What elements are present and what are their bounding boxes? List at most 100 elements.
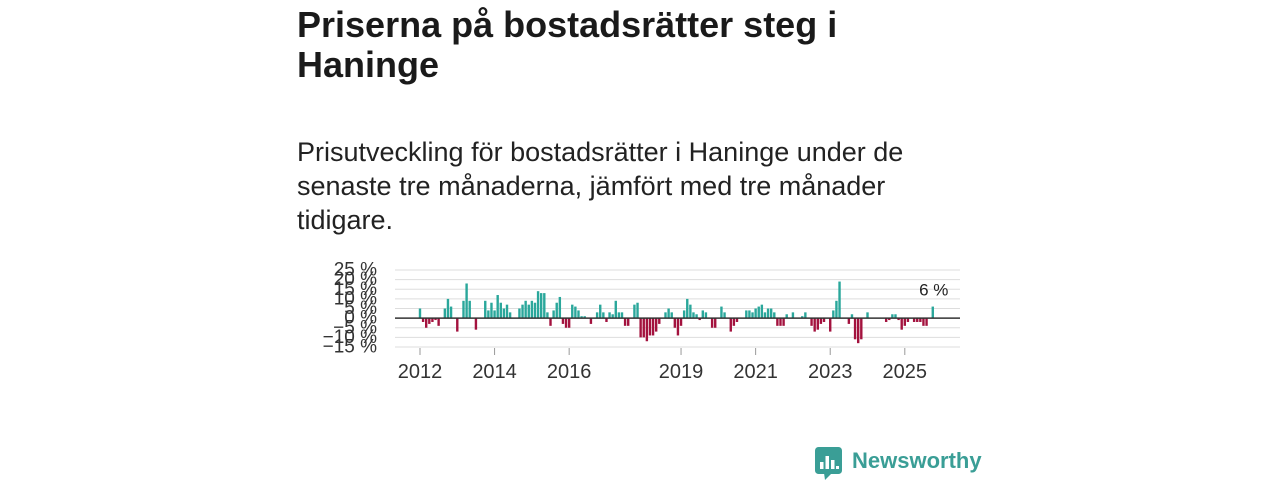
bar-positive: [791, 312, 795, 319]
bar-positive: [617, 312, 621, 319]
bar-negative: [906, 318, 910, 322]
bar-negative: [816, 318, 819, 330]
x-tick-label: 2021: [733, 361, 778, 383]
newsworthy-logo-icon: [815, 447, 842, 480]
bar-positive: [748, 310, 751, 319]
bar-positive: [543, 293, 546, 319]
bar-positive: [508, 312, 512, 319]
bar-positive: [608, 312, 611, 319]
bar-positive: [701, 310, 704, 319]
bar-positive: [689, 304, 692, 319]
bar-positive: [571, 304, 574, 319]
bar-negative: [474, 318, 478, 330]
bar-positive: [599, 304, 602, 319]
bar-positive: [536, 291, 540, 319]
bar-positive: [670, 312, 673, 319]
bar-negative: [897, 318, 900, 321]
y-tick-label: 25 %: [334, 260, 377, 281]
bar-positive: [418, 308, 422, 319]
bar-negative: [639, 318, 642, 338]
bar-negative: [567, 318, 571, 328]
bar-positive: [552, 310, 555, 319]
bar-negative: [676, 318, 680, 336]
bar-positive: [723, 312, 726, 319]
bar-negative: [735, 318, 739, 322]
bar-negative: [648, 318, 652, 336]
newsworthy-logo[interactable]: Newsworthy: [815, 447, 985, 480]
bar-positive: [580, 316, 583, 319]
page-title: Priserna på bostadsrätter steg i Haninge: [297, 4, 838, 85]
bar-positive: [611, 314, 614, 319]
bar-positive: [449, 306, 453, 319]
bar-negative: [853, 318, 857, 340]
bar-positive: [462, 300, 465, 319]
bar-negative: [779, 318, 782, 326]
y-tick-label: 0 %: [344, 308, 377, 329]
bar-positive: [524, 300, 527, 319]
bar-negative: [564, 318, 568, 328]
bar-negative: [698, 318, 701, 321]
bar-negative: [605, 318, 608, 322]
bar-negative: [813, 318, 816, 332]
bar-negative: [776, 318, 779, 326]
bar-positive: [754, 308, 757, 319]
bar-positive: [636, 302, 639, 319]
bar-negative: [658, 318, 661, 324]
bar-negative: [421, 318, 425, 322]
bar-positive: [664, 312, 667, 319]
bar-negative: [437, 318, 440, 326]
bar-positive: [667, 308, 670, 319]
bar-positive: [533, 302, 537, 319]
latest-value-annotation: 6 %: [919, 281, 948, 300]
bar-positive: [785, 314, 788, 319]
bar-negative: [847, 318, 851, 324]
x-tick-label: 2023: [808, 361, 853, 383]
bar-positive: [763, 312, 767, 319]
bar-positive: [745, 310, 748, 319]
bar-positive: [866, 312, 869, 319]
y-axis: 25 %20 %15 %10 %5 %0 %−5 %−10 %−15 %: [323, 260, 378, 358]
bar-positive: [686, 298, 689, 319]
bar-negative: [903, 318, 907, 326]
bar-positive: [546, 312, 549, 319]
y-tick-label: 20 %: [334, 269, 377, 290]
bar-negative: [919, 318, 922, 322]
bar-positive: [443, 308, 447, 319]
bar-positive: [577, 310, 580, 319]
bar-negative: [623, 318, 627, 326]
bar-positive: [465, 283, 468, 319]
bar-negative: [431, 318, 434, 322]
bar-positive: [704, 312, 708, 319]
y-tick-label: −5 %: [333, 317, 377, 338]
bar-negative: [860, 318, 863, 340]
bar-negative: [884, 318, 888, 322]
bar-positive: [490, 302, 493, 319]
bar-negative: [456, 318, 459, 332]
bar-positive: [518, 308, 521, 319]
bar-negative: [782, 318, 785, 326]
bar-negative: [856, 318, 860, 344]
bar-positive: [720, 306, 723, 319]
bar-negative: [434, 318, 437, 321]
bar-positive: [502, 308, 506, 319]
bar-positive: [894, 314, 897, 319]
bar-positive: [496, 295, 499, 319]
bar-positive: [558, 296, 562, 319]
bar-positive: [493, 310, 496, 319]
y-tick-label: 10 %: [334, 288, 377, 309]
bar-positive: [692, 312, 695, 319]
bar-negative: [912, 318, 916, 322]
bar-positive: [620, 312, 624, 319]
bar-positive: [487, 310, 490, 319]
bar-negative: [922, 318, 925, 326]
bar-positive: [468, 300, 471, 319]
bar-negative: [679, 318, 683, 326]
bar-positive: [446, 298, 450, 319]
y-tick-label: 15 %: [334, 279, 377, 300]
bar-positive: [760, 304, 764, 319]
bar-negative: [925, 318, 928, 326]
bar-negative: [829, 318, 832, 332]
bar-negative: [642, 318, 645, 338]
bar-positive: [835, 300, 838, 319]
bar-negative: [900, 318, 903, 330]
